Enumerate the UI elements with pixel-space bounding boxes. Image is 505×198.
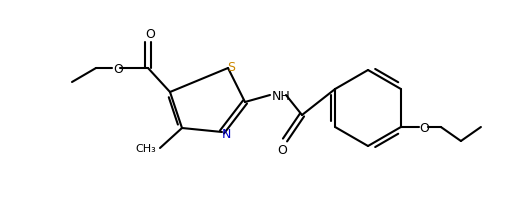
Text: NH: NH (272, 89, 291, 103)
Text: CH₃: CH₃ (135, 144, 156, 154)
Text: O: O (145, 28, 155, 41)
Text: O: O (419, 122, 429, 134)
Text: O: O (113, 63, 123, 75)
Text: S: S (227, 61, 235, 73)
Text: N: N (221, 128, 231, 141)
Text: O: O (277, 144, 287, 156)
